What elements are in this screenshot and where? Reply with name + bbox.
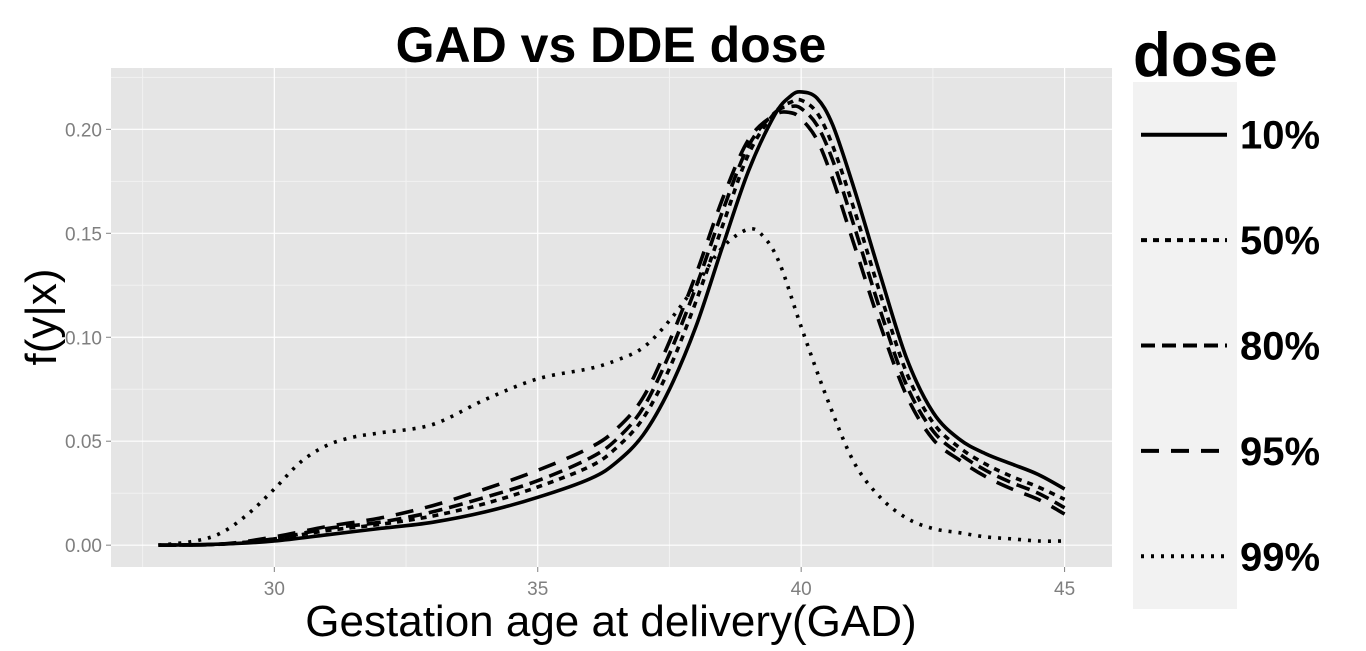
- legend-label-80pct: 80%: [1240, 325, 1320, 369]
- y-axis-ticks: 0.00 0.05 0.10 0.15 0.20: [65, 120, 111, 557]
- y-tick-label: 0.15: [65, 224, 102, 245]
- legend-label-99pct: 99%: [1240, 535, 1320, 579]
- y-tick-label: 0.20: [65, 120, 102, 141]
- x-axis-title: Gestation age at delivery(GAD): [305, 597, 916, 646]
- legend-title: dose: [1133, 21, 1278, 90]
- series-lines: [158, 90, 1066, 547]
- x-tick-label: 35: [527, 579, 548, 600]
- y-tick-label: 0.10: [65, 328, 102, 349]
- legend: 10% 50% 80% 95% 99%: [1141, 114, 1320, 579]
- plot-panel: [111, 68, 1112, 567]
- x-tick-label: 40: [791, 579, 812, 600]
- x-axis-ticks: 30 35 40 45: [264, 567, 1075, 600]
- legend-label-95pct: 95%: [1240, 430, 1320, 474]
- grid: [111, 68, 1112, 567]
- y-tick-label: 0.00: [65, 536, 102, 557]
- legend-label-10pct: 10%: [1240, 114, 1320, 158]
- legend-label-50pct: 50%: [1240, 219, 1320, 263]
- series-line-50pct: [158, 97, 1066, 547]
- y-tick-label: 0.05: [65, 432, 102, 453]
- series-line-10pct: [158, 90, 1066, 547]
- chart-title: GAD vs DDE dose: [396, 17, 827, 73]
- x-tick-label: 45: [1054, 579, 1075, 600]
- y-axis-title: f(y|x): [17, 269, 66, 366]
- series-line-80pct: [158, 104, 1066, 547]
- x-tick-label: 30: [264, 579, 285, 600]
